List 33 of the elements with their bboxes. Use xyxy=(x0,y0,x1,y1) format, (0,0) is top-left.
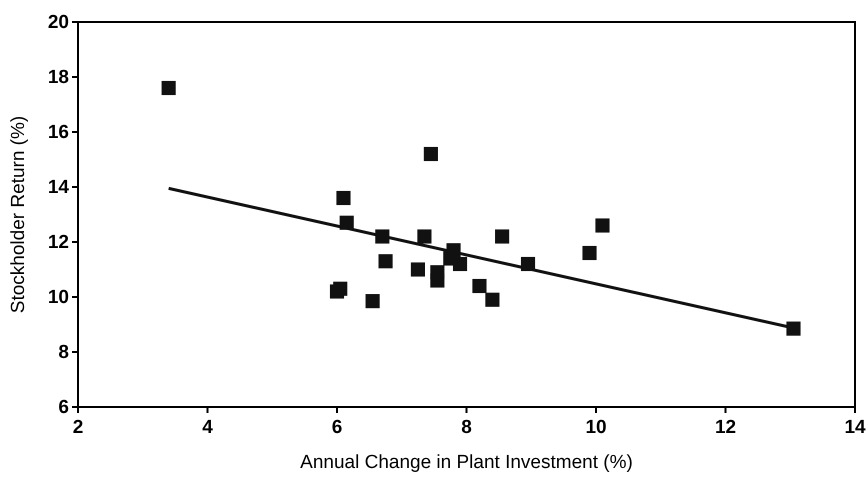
x-tick-label: 10 xyxy=(585,417,607,438)
point xyxy=(485,292,500,307)
point xyxy=(336,190,351,206)
point xyxy=(786,322,801,336)
y-tick-label: 20 xyxy=(48,12,69,34)
y-tick-label: 14 xyxy=(48,177,70,198)
point xyxy=(410,262,426,277)
x-tick-label: 6 xyxy=(332,417,342,438)
x-tick-label: 8 xyxy=(461,417,472,438)
y-tick-label: 6 xyxy=(58,397,69,418)
point xyxy=(472,278,487,294)
y-tick-label: 18 xyxy=(48,67,69,88)
point xyxy=(582,246,597,260)
x-tick-label: 12 xyxy=(714,417,736,438)
point xyxy=(430,273,444,288)
y-tick-label: 8 xyxy=(58,342,69,364)
x-axis-title: Annual Change in Plant Investment (%) xyxy=(300,452,633,473)
x-tick-label: 4 xyxy=(202,417,214,438)
y-tick-label: 10 xyxy=(48,287,69,308)
point xyxy=(595,218,610,233)
point xyxy=(424,146,438,162)
point xyxy=(333,282,348,296)
point xyxy=(378,254,393,268)
point xyxy=(417,229,432,244)
point xyxy=(366,294,380,308)
x-tick-label: 14 xyxy=(844,417,866,438)
y-tick-label: 12 xyxy=(48,232,69,254)
point xyxy=(162,80,176,96)
point xyxy=(495,229,510,244)
point xyxy=(452,256,468,272)
y-tick-label: 16 xyxy=(48,122,69,144)
y-axis-title: Stockholder Return (%) xyxy=(8,116,29,314)
x-tick-label: 2 xyxy=(72,417,84,438)
